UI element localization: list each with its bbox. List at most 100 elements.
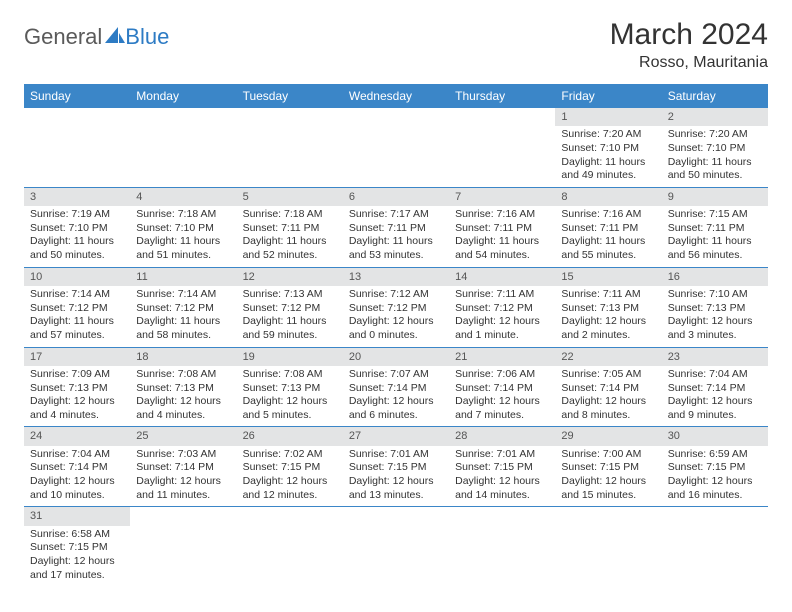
calendar-week-row: 10Sunrise: 7:14 AMSunset: 7:12 PMDayligh… bbox=[24, 267, 768, 347]
calendar-day-cell: 26Sunrise: 7:02 AMSunset: 7:15 PMDayligh… bbox=[237, 427, 343, 507]
day-number: 10 bbox=[24, 268, 130, 286]
calendar-day-cell: 9Sunrise: 7:15 AMSunset: 7:11 PMDaylight… bbox=[662, 187, 768, 267]
day-detail-line: Daylight: 12 hours bbox=[561, 395, 655, 409]
day-detail-line: and 9 minutes. bbox=[668, 409, 762, 423]
day-number: 27 bbox=[343, 427, 449, 445]
day-detail-line: Daylight: 12 hours bbox=[349, 315, 443, 329]
day-detail-line: and 53 minutes. bbox=[349, 249, 443, 263]
day-detail-line: and 1 minute. bbox=[455, 329, 549, 343]
day-detail-line: Daylight: 12 hours bbox=[30, 395, 124, 409]
day-number: 28 bbox=[449, 427, 555, 445]
day-details: Sunrise: 7:03 AMSunset: 7:14 PMDaylight:… bbox=[136, 448, 230, 503]
day-detail-line: Daylight: 11 hours bbox=[561, 156, 655, 170]
day-details: Sunrise: 7:17 AMSunset: 7:11 PMDaylight:… bbox=[349, 208, 443, 263]
day-number: 7 bbox=[449, 188, 555, 206]
day-detail-line: and 0 minutes. bbox=[349, 329, 443, 343]
day-detail-line: Sunset: 7:13 PM bbox=[243, 382, 337, 396]
day-number: 15 bbox=[555, 268, 661, 286]
day-detail-line: Daylight: 12 hours bbox=[136, 475, 230, 489]
calendar-week-row: 24Sunrise: 7:04 AMSunset: 7:14 PMDayligh… bbox=[24, 427, 768, 507]
day-detail-line: Sunset: 7:13 PM bbox=[668, 302, 762, 316]
day-detail-line: Daylight: 12 hours bbox=[30, 555, 124, 569]
day-header: Tuesday bbox=[237, 84, 343, 108]
calendar-day-cell bbox=[555, 507, 661, 586]
calendar-day-cell bbox=[662, 507, 768, 586]
calendar-day-cell: 5Sunrise: 7:18 AMSunset: 7:11 PMDaylight… bbox=[237, 187, 343, 267]
day-number: 12 bbox=[237, 268, 343, 286]
calendar-header-row: Sunday Monday Tuesday Wednesday Thursday… bbox=[24, 84, 768, 108]
logo-text-general: General bbox=[24, 24, 102, 50]
calendar-day-cell: 15 Sunrise: 7:11 AMSunset: 7:13 PMDayligh… bbox=[555, 267, 661, 347]
day-detail-line: Sunset: 7:14 PM bbox=[455, 382, 549, 396]
day-details: Sunrise: 7:04 AMSunset: 7:14 PMDaylight:… bbox=[668, 368, 762, 423]
day-detail-line: Daylight: 12 hours bbox=[455, 395, 549, 409]
day-detail-line: and 55 minutes. bbox=[561, 249, 655, 263]
day-detail-line: and 17 minutes. bbox=[30, 569, 124, 583]
day-detail-line: Sunrise: 7:04 AM bbox=[30, 448, 124, 462]
calendar-day-cell: 7Sunrise: 7:16 AMSunset: 7:11 PMDaylight… bbox=[449, 187, 555, 267]
day-detail-line: Sunrise: 7:00 AM bbox=[561, 448, 655, 462]
day-detail-line: and 5 minutes. bbox=[243, 409, 337, 423]
day-detail-line: Daylight: 12 hours bbox=[349, 475, 443, 489]
calendar-day-cell: 31Sunrise: 6:58 AMSunset: 7:15 PMDayligh… bbox=[24, 507, 130, 586]
day-details: Sunrise: 7:05 AMSunset: 7:14 PMDaylight:… bbox=[561, 368, 655, 423]
day-details: Sunrise: 7:00 AMSunset: 7:15 PMDaylight:… bbox=[561, 448, 655, 503]
day-detail-line: Sunset: 7:15 PM bbox=[668, 461, 762, 475]
calendar-day-cell bbox=[24, 108, 130, 187]
day-detail-line: Sunset: 7:10 PM bbox=[136, 222, 230, 236]
day-detail-line: Sunrise: 7:05 AM bbox=[561, 368, 655, 382]
day-detail-line: Daylight: 11 hours bbox=[136, 235, 230, 249]
day-header: Monday bbox=[130, 84, 236, 108]
day-details: Sunrise: 7:01 AMSunset: 7:15 PMDaylight:… bbox=[455, 448, 549, 503]
day-detail-line: Daylight: 11 hours bbox=[668, 156, 762, 170]
calendar-day-cell: 22Sunrise: 7:05 AMSunset: 7:14 PMDayligh… bbox=[555, 347, 661, 427]
day-detail-line: and 52 minutes. bbox=[243, 249, 337, 263]
day-detail-line: Daylight: 11 hours bbox=[455, 235, 549, 249]
calendar-day-cell: 24Sunrise: 7:04 AMSunset: 7:14 PMDayligh… bbox=[24, 427, 130, 507]
day-detail-line: Sunset: 7:11 PM bbox=[561, 222, 655, 236]
day-details: Sunrise: 7:11 AMSunset: 7:13 PMDaylight:… bbox=[561, 288, 655, 343]
calendar-day-cell: 10 Sunrise: 7:14 AMSunset: 7:12 PMDayligh… bbox=[24, 267, 130, 347]
day-detail-line: and 16 minutes. bbox=[668, 489, 762, 503]
day-detail-line: and 56 minutes. bbox=[668, 249, 762, 263]
calendar-week-row: 31Sunrise: 6:58 AMSunset: 7:15 PMDayligh… bbox=[24, 507, 768, 586]
day-detail-line: Sunset: 7:13 PM bbox=[30, 382, 124, 396]
day-details: Sunrise: 7:13 AMSunset: 7:12 PMDaylight:… bbox=[243, 288, 337, 343]
day-detail-line: Sunset: 7:15 PM bbox=[30, 541, 124, 555]
day-detail-line: and 15 minutes. bbox=[561, 489, 655, 503]
day-details: Sunrise: 7:14 AMSunset: 7:12 PMDaylight:… bbox=[30, 288, 124, 343]
day-detail-line: Sunset: 7:15 PM bbox=[349, 461, 443, 475]
day-number: 30 bbox=[662, 427, 768, 445]
day-detail-line: Sunset: 7:13 PM bbox=[561, 302, 655, 316]
day-detail-line: Sunset: 7:15 PM bbox=[455, 461, 549, 475]
day-details: Sunrise: 7:07 AMSunset: 7:14 PMDaylight:… bbox=[349, 368, 443, 423]
day-detail-line: and 8 minutes. bbox=[561, 409, 655, 423]
day-header: Sunday bbox=[24, 84, 130, 108]
day-detail-line: Sunset: 7:12 PM bbox=[349, 302, 443, 316]
day-detail-line: and 10 minutes. bbox=[30, 489, 124, 503]
day-number: 5 bbox=[237, 188, 343, 206]
day-number: 16 bbox=[662, 268, 768, 286]
day-number: 6 bbox=[343, 188, 449, 206]
day-detail-line: Daylight: 12 hours bbox=[243, 395, 337, 409]
day-detail-line: Daylight: 11 hours bbox=[30, 235, 124, 249]
day-detail-line: Daylight: 12 hours bbox=[561, 475, 655, 489]
day-details: Sunrise: 7:11 AMSunset: 7:12 PMDaylight:… bbox=[455, 288, 549, 343]
calendar-day-cell bbox=[343, 108, 449, 187]
calendar-day-cell: 23Sunrise: 7:04 AMSunset: 7:14 PMDayligh… bbox=[662, 347, 768, 427]
day-detail-line: Daylight: 12 hours bbox=[561, 315, 655, 329]
day-detail-line: Sunrise: 7:14 AM bbox=[30, 288, 124, 302]
day-detail-line: Daylight: 11 hours bbox=[30, 315, 124, 329]
day-header: Saturday bbox=[662, 84, 768, 108]
day-detail-line: and 50 minutes. bbox=[668, 169, 762, 183]
calendar-day-cell bbox=[449, 507, 555, 586]
day-detail-line: Sunset: 7:10 PM bbox=[30, 222, 124, 236]
day-detail-line: and 2 minutes. bbox=[561, 329, 655, 343]
day-detail-line: Daylight: 12 hours bbox=[455, 475, 549, 489]
day-detail-line: Sunset: 7:14 PM bbox=[30, 461, 124, 475]
calendar-day-cell: 17Sunrise: 7:09 AMSunset: 7:13 PMDayligh… bbox=[24, 347, 130, 427]
day-number: 8 bbox=[555, 188, 661, 206]
day-detail-line: Sunrise: 7:17 AM bbox=[349, 208, 443, 222]
day-detail-line: Sunset: 7:15 PM bbox=[561, 461, 655, 475]
day-details: Sunrise: 7:16 AMSunset: 7:11 PMDaylight:… bbox=[561, 208, 655, 263]
